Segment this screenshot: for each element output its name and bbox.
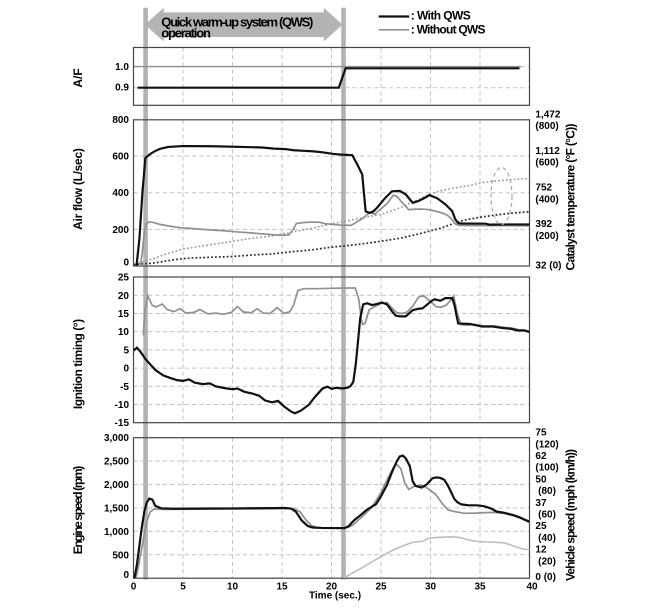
- svg-text:35: 35: [474, 582, 486, 593]
- svg-text:Ignition timing (°): Ignition timing (°): [71, 319, 85, 409]
- svg-text:15: 15: [118, 309, 130, 320]
- svg-text:32 (0): 32 (0): [535, 261, 561, 272]
- svg-text:1,112: 1,112: [535, 146, 560, 157]
- svg-text:0: 0: [123, 570, 129, 581]
- svg-text:: With QWS: : With QWS: [411, 9, 471, 23]
- svg-text:62: 62: [535, 451, 547, 462]
- svg-text:25: 25: [118, 273, 130, 284]
- svg-text:(400): (400): [535, 194, 558, 205]
- svg-text:5: 5: [180, 582, 186, 593]
- svg-text:0 (0): 0 (0): [535, 572, 556, 583]
- svg-text:1,500: 1,500: [104, 503, 129, 514]
- svg-text:30: 30: [425, 582, 437, 593]
- svg-text:200: 200: [112, 225, 129, 236]
- svg-text:Time (sec.): Time (sec.): [309, 591, 361, 602]
- svg-text:: Without QWS: : Without QWS: [411, 22, 486, 36]
- svg-text:(100): (100): [535, 463, 558, 474]
- svg-text:600: 600: [112, 152, 129, 163]
- svg-text:Quick warm-up system (QWS): Quick warm-up system (QWS): [161, 14, 313, 29]
- svg-text:(800): (800): [535, 121, 558, 132]
- svg-text:(40): (40): [535, 533, 556, 544]
- svg-text:-15: -15: [115, 418, 130, 429]
- svg-text:25: 25: [535, 521, 547, 532]
- svg-text:(80): (80): [535, 486, 556, 497]
- svg-text:12: 12: [535, 545, 547, 556]
- svg-text:Air flow (L/sec): Air flow (L/sec): [71, 148, 85, 230]
- svg-text:2,500: 2,500: [104, 457, 129, 468]
- svg-text:2,000: 2,000: [104, 480, 129, 491]
- svg-text:0: 0: [131, 582, 137, 593]
- svg-text:Vehicle speed (mph (km/h)): Vehicle speed (mph (km/h)): [564, 449, 578, 581]
- svg-text:A/F: A/F: [71, 68, 85, 87]
- svg-text:0: 0: [123, 364, 129, 375]
- svg-text:-10: -10: [115, 400, 130, 411]
- svg-text:1,472: 1,472: [535, 109, 560, 120]
- svg-text:20: 20: [118, 291, 130, 302]
- svg-text:20: 20: [326, 582, 338, 593]
- svg-text:15: 15: [276, 582, 288, 593]
- svg-text:(600): (600): [535, 158, 558, 169]
- svg-text:800: 800: [112, 115, 129, 126]
- svg-text:Catalyst temperature (°F (°C)): Catalyst temperature (°F (°C)): [564, 124, 578, 271]
- svg-text:0.9: 0.9: [115, 82, 129, 93]
- svg-text:10: 10: [227, 582, 239, 593]
- svg-text:(200): (200): [535, 231, 558, 242]
- svg-text:752: 752: [535, 183, 552, 194]
- svg-text:Engine speed (rpm): Engine speed (rpm): [71, 466, 85, 555]
- svg-text:5: 5: [123, 345, 129, 356]
- svg-text:operation: operation: [161, 26, 211, 41]
- svg-text:75: 75: [535, 428, 547, 439]
- svg-text:1,000: 1,000: [104, 527, 129, 538]
- svg-text:10: 10: [118, 327, 130, 338]
- svg-text:(60): (60): [535, 510, 556, 521]
- svg-text:0: 0: [123, 258, 129, 269]
- svg-text:37: 37: [535, 498, 547, 509]
- svg-text:(120): (120): [535, 439, 558, 450]
- svg-text:25: 25: [375, 582, 387, 593]
- svg-text:(20): (20): [535, 556, 556, 567]
- svg-text:50: 50: [535, 474, 547, 485]
- svg-text:400: 400: [112, 188, 129, 199]
- svg-text:500: 500: [112, 550, 129, 561]
- svg-text:1.0: 1.0: [115, 62, 129, 73]
- svg-text:-5: -5: [120, 382, 129, 393]
- svg-text:40: 40: [526, 582, 538, 593]
- svg-text:392: 392: [535, 219, 552, 230]
- svg-text:3,000: 3,000: [104, 433, 129, 444]
